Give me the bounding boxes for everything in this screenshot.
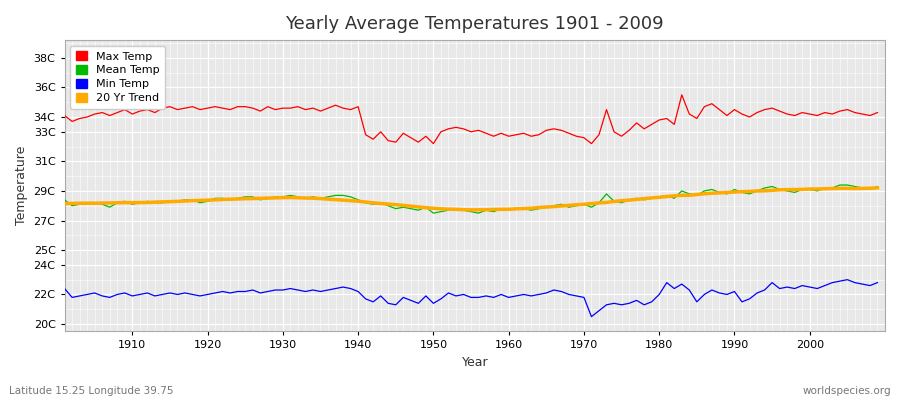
Legend: Max Temp, Mean Temp, Min Temp, 20 Yr Trend: Max Temp, Mean Temp, Min Temp, 20 Yr Tre… (70, 46, 165, 108)
Y-axis label: Temperature: Temperature (15, 146, 28, 226)
X-axis label: Year: Year (462, 356, 488, 369)
Text: worldspecies.org: worldspecies.org (803, 386, 891, 396)
Title: Yearly Average Temperatures 1901 - 2009: Yearly Average Temperatures 1901 - 2009 (285, 15, 664, 33)
Text: Latitude 15.25 Longitude 39.75: Latitude 15.25 Longitude 39.75 (9, 386, 174, 396)
